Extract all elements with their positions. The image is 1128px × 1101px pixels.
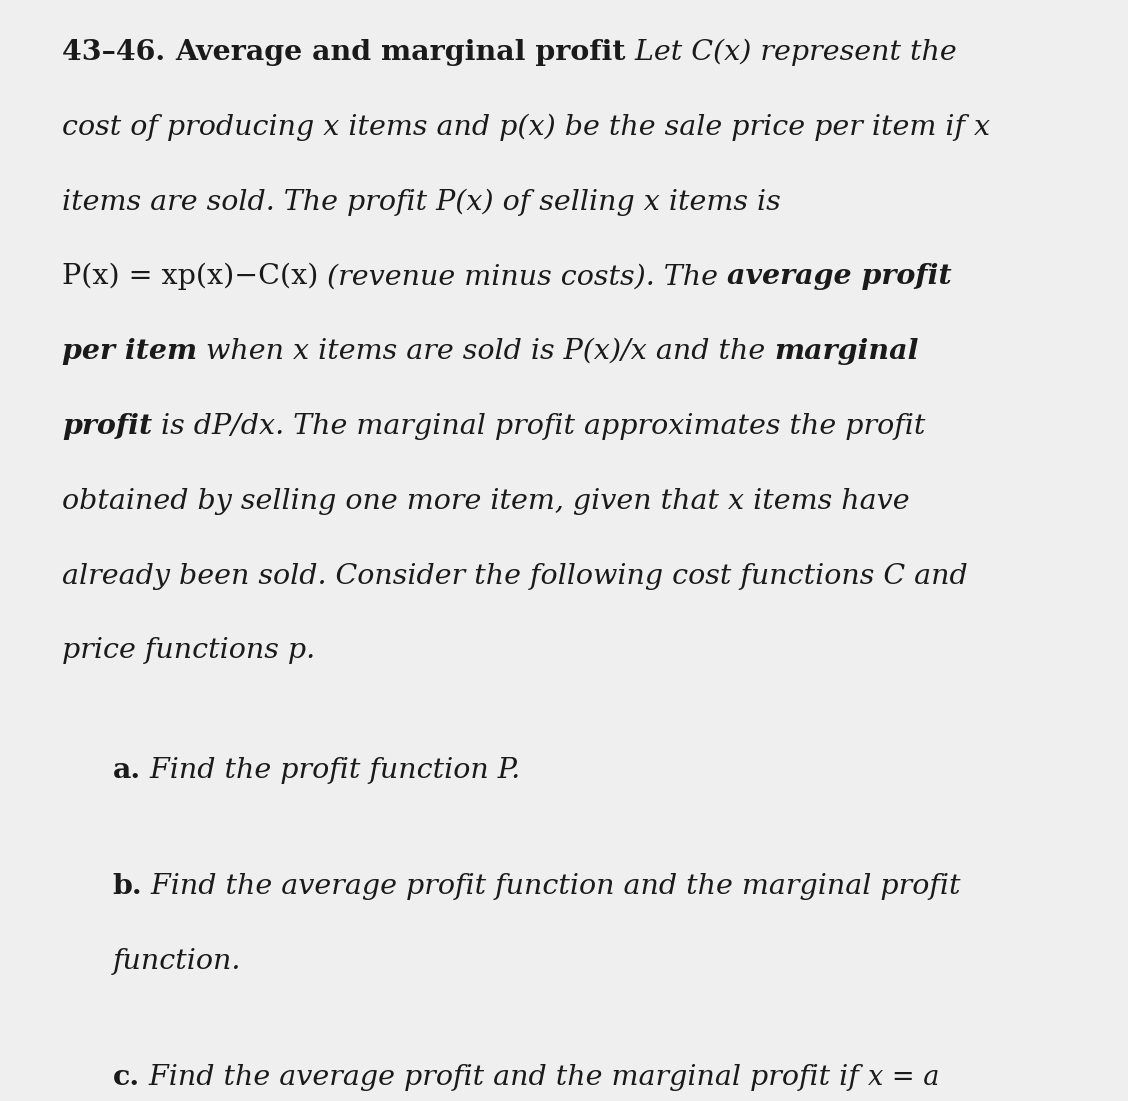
Text: Find the average profit and the marginal profit if: Find the average profit and the marginal… xyxy=(140,1065,867,1091)
Text: items are sold. The profit P(x) of selling x items is: items are sold. The profit P(x) of selli… xyxy=(62,188,781,216)
Text: (revenue minus costs). The: (revenue minus costs). The xyxy=(318,263,728,291)
Text: price functions p.: price functions p. xyxy=(62,637,315,665)
Text: 43–46.: 43–46. xyxy=(62,39,175,66)
Text: profit: profit xyxy=(62,413,152,440)
Text: Let C(x) represent the: Let C(x) represent the xyxy=(626,39,957,66)
Text: Average and marginal profit: Average and marginal profit xyxy=(175,39,626,66)
Text: already been sold. Consider the following cost functions C and: already been sold. Consider the followin… xyxy=(62,563,968,590)
Text: Find the average profit function and the marginal profit: Find the average profit function and the… xyxy=(142,873,961,901)
Text: cost of producing x items and p(x) be the sale price per item if x: cost of producing x items and p(x) be th… xyxy=(62,113,990,141)
Text: obtained by selling one more item, given that x items have: obtained by selling one more item, given… xyxy=(62,488,909,515)
Text: b.: b. xyxy=(113,873,142,901)
Text: per item: per item xyxy=(62,338,197,366)
Text: a.: a. xyxy=(113,757,141,784)
Text: c.: c. xyxy=(113,1065,140,1091)
Text: P(x) = xp(x)−C(x): P(x) = xp(x)−C(x) xyxy=(62,263,318,291)
Text: average profit: average profit xyxy=(728,263,952,291)
Text: function.: function. xyxy=(113,948,241,975)
Text: is dP/dx. The marginal profit approximates the profit: is dP/dx. The marginal profit approximat… xyxy=(152,413,926,440)
Text: when x items are sold is P(x)/x and the: when x items are sold is P(x)/x and the xyxy=(197,338,775,366)
Text: Find the profit function P.: Find the profit function P. xyxy=(141,757,520,784)
Text: x = a: x = a xyxy=(867,1065,938,1091)
Text: marginal: marginal xyxy=(775,338,919,366)
